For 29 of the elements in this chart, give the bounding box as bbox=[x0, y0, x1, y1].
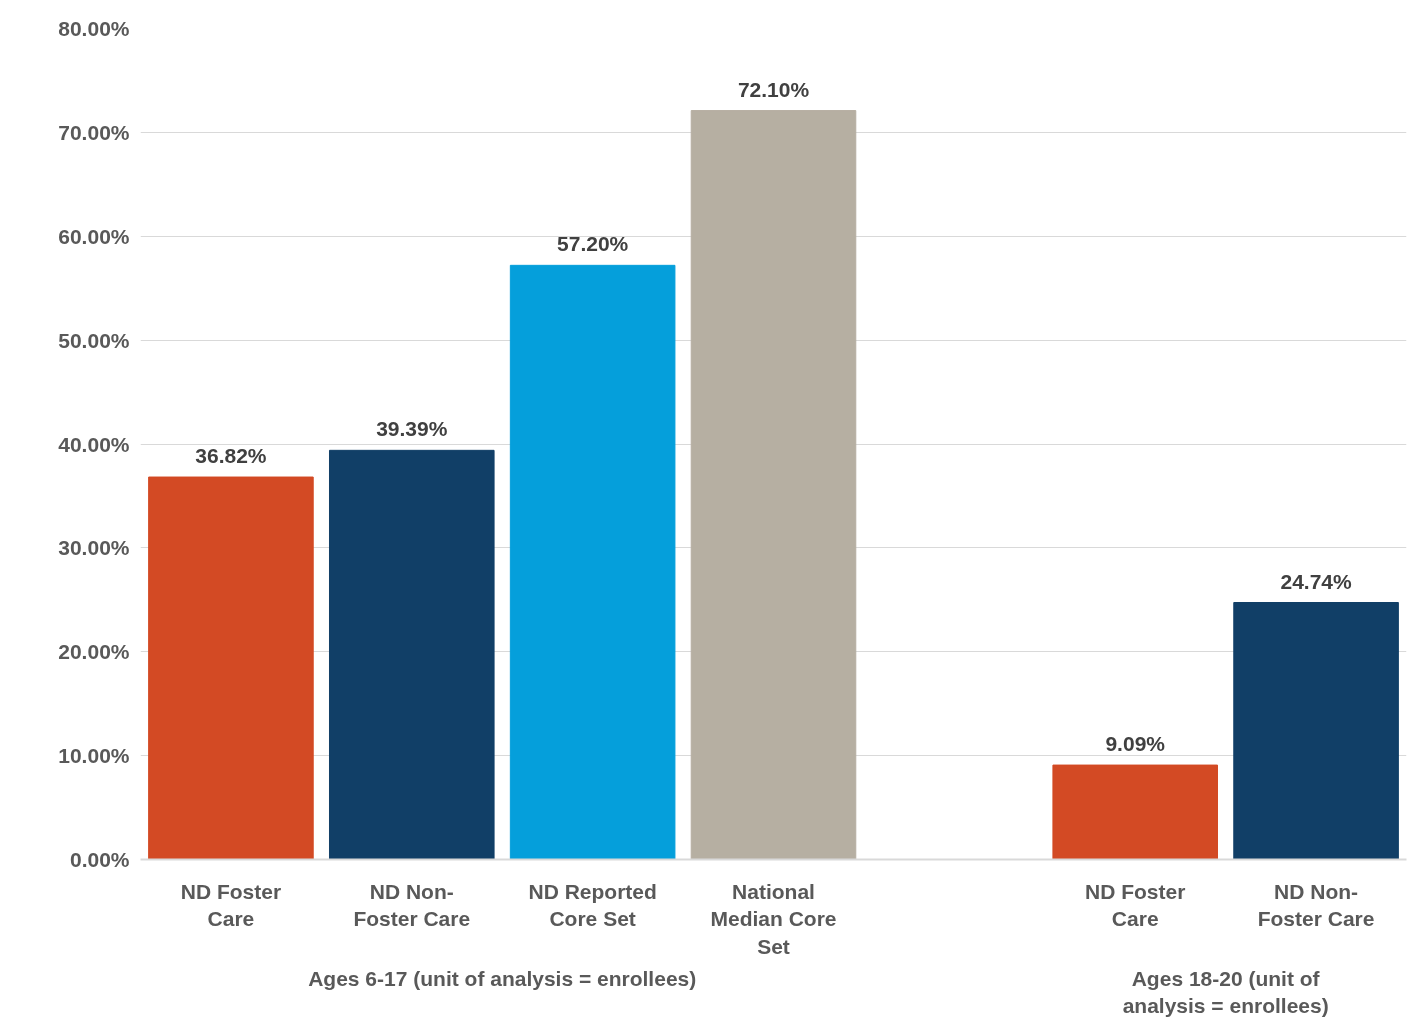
y-tick-label: 40.00% bbox=[58, 432, 130, 456]
data-label: 72.10% bbox=[737, 77, 810, 101]
y-tick-label: 50.00% bbox=[58, 328, 130, 352]
y-tick-label: 0.00% bbox=[69, 848, 130, 871]
y-tick-label: 70.00% bbox=[58, 120, 130, 144]
y-tick-label: 60.00% bbox=[58, 224, 130, 248]
y-tick-label: 20.00% bbox=[58, 640, 130, 664]
bar bbox=[329, 449, 495, 860]
x-tick-label: ND Non-Foster Care bbox=[353, 879, 471, 931]
y-tick-label: 10.00% bbox=[58, 744, 130, 768]
data-label: 39.39% bbox=[376, 417, 448, 441]
x-tick-label: National Median Core Set bbox=[710, 879, 837, 958]
text: Ages 6-17 (unit of analysis = enrollees) bbox=[308, 966, 697, 990]
y-tick-label: 30.00% bbox=[58, 536, 130, 560]
x-tick-label: ND Non-Foster Care bbox=[1257, 879, 1375, 931]
data-label: 57.20% bbox=[557, 232, 629, 256]
data-label: 24.74% bbox=[1280, 569, 1353, 593]
x-tick-label: ND Foster Care bbox=[180, 879, 282, 931]
data-label: 36.82% bbox=[195, 444, 267, 468]
bar bbox=[509, 264, 676, 860]
text: Ages 18-20 (unit of analysis = enrollees) bbox=[1122, 966, 1329, 1018]
bar bbox=[148, 476, 314, 860]
x-tick-label: ND Foster Care bbox=[1085, 879, 1186, 931]
data-label: 9.09% bbox=[1105, 732, 1166, 756]
bar bbox=[690, 110, 857, 860]
y-tick-label: 80.00% bbox=[58, 17, 130, 40]
bar bbox=[1052, 764, 1218, 860]
x-tick-label: ND Reported Core Set bbox=[528, 879, 657, 931]
bar bbox=[1233, 602, 1399, 860]
